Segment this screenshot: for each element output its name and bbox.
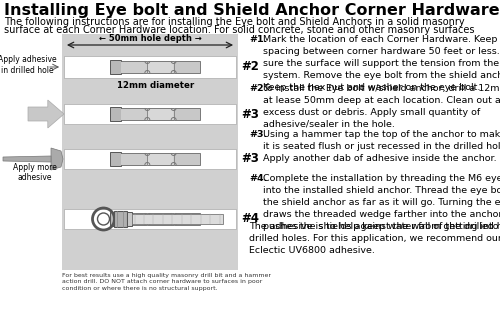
Bar (110, 60, 121, 74)
Text: surface at each Corner Hardware location. For solid concrete, stone and other ma: surface at each Corner Hardware location… (4, 25, 474, 35)
Text: #4: #4 (241, 212, 259, 225)
Bar (121, 108, 200, 120)
Bar (148, 153, 174, 164)
Text: #1.: #1. (249, 35, 268, 44)
Text: The following instructions are for installing the Eye bolt and Shield Anchors in: The following instructions are for insta… (4, 17, 464, 27)
Bar (110, 212, 121, 226)
Text: To install the Eye bolt w/shield anchor, drill a 12mm hole
at lease 50mm deep at: To install the Eye bolt w/shield anchor,… (263, 84, 500, 129)
Bar (64, 56, 236, 78)
Polygon shape (28, 100, 64, 128)
Text: Apply adhesive
in drilled hole: Apply adhesive in drilled hole (0, 55, 57, 75)
Bar (121, 213, 147, 224)
Text: Installing Eye bolt and Shield Anchor Corner Hardware: Installing Eye bolt and Shield Anchor Co… (4, 3, 500, 18)
Bar (174, 213, 200, 224)
Text: Complete the installation by threading the M6 eye bolt
into the installed shield: Complete the installation by threading t… (263, 174, 500, 231)
Text: Using a hammer tap the top of the anchor to make sure
it is seated flush or just: Using a hammer tap the top of the anchor… (263, 130, 500, 163)
Bar (148, 109, 174, 120)
Bar (174, 109, 200, 120)
Text: Apply more
adhesive: Apply more adhesive (13, 163, 57, 182)
Bar (114, 211, 126, 227)
Bar (121, 61, 200, 73)
Bar (148, 61, 174, 72)
Bar (121, 153, 200, 165)
Text: The adhesive is to help keep water from getting into the
drilled holes. For this: The adhesive is to help keep water from … (249, 222, 500, 255)
Bar (64, 149, 236, 169)
Text: #3: #3 (241, 108, 259, 121)
Bar (126, 212, 132, 226)
Text: #3.: #3. (249, 130, 267, 139)
Bar (121, 153, 147, 164)
Bar (64, 104, 236, 124)
Polygon shape (3, 156, 51, 162)
Bar (174, 153, 200, 164)
Bar (121, 61, 147, 72)
Bar (148, 213, 174, 224)
Circle shape (98, 213, 110, 225)
Text: ← 50mm hole depth →: ← 50mm hole depth → (98, 34, 202, 43)
Polygon shape (51, 148, 63, 170)
Bar (121, 109, 147, 120)
Bar (110, 152, 121, 166)
Bar (132, 214, 222, 224)
Text: For best results use a high quality masonry drill bit and a hammer
action drill.: For best results use a high quality maso… (62, 273, 271, 291)
Text: #4.: #4. (249, 174, 268, 183)
Bar (110, 107, 121, 121)
Text: 12mm diameter: 12mm diameter (117, 81, 194, 90)
Text: #3: #3 (241, 152, 259, 165)
Bar (62, 34, 238, 270)
Text: #2.: #2. (249, 84, 268, 93)
Bar (64, 209, 236, 229)
Bar (121, 213, 200, 225)
Text: #2: #2 (241, 60, 259, 73)
Text: Mark the location of each Corner Hardware. Keep the
spacing between corner hardw: Mark the location of each Corner Hardwar… (263, 35, 500, 92)
Bar (174, 61, 200, 72)
